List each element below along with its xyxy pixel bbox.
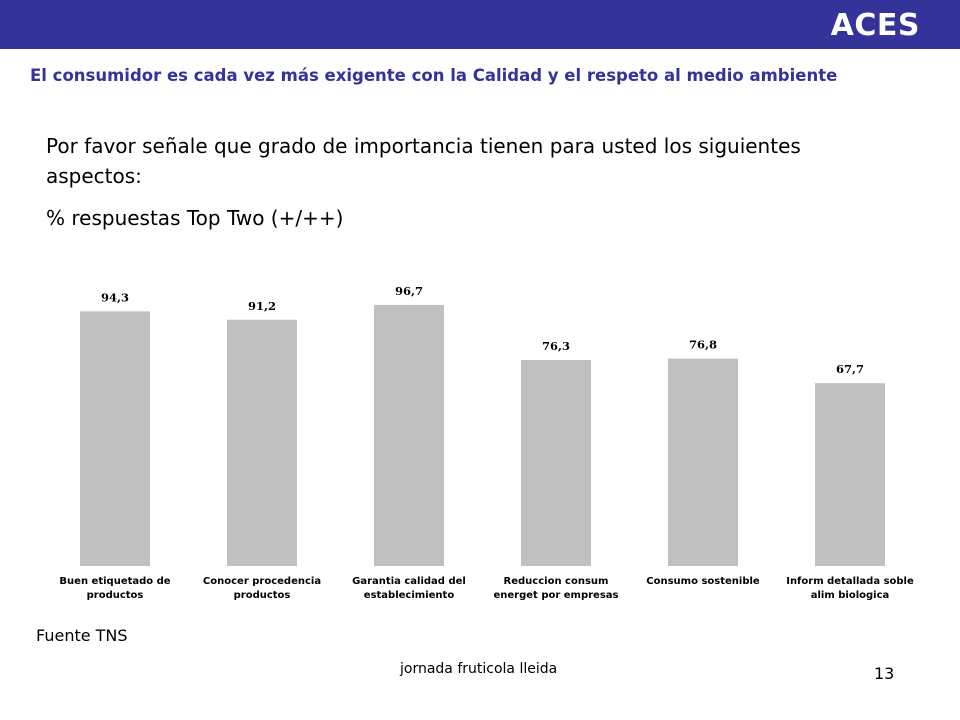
category-label-3-line-1: Garantia calidad del: [352, 576, 466, 587]
metric-label: % respuestas Top Two (+/++): [46, 206, 344, 230]
footer-text: jornada fruticola lleida: [400, 661, 558, 677]
category-label-5-line-1: Consumo sostenible: [646, 576, 760, 587]
survey-question: Por favor señale que grado de importanci…: [46, 134, 801, 188]
bar-chart: 94,3 Buen etiquetado de productos 91,2 Conoc…: [42, 284, 920, 601]
category-label-1-line-1: Buen etiquetado de: [59, 576, 170, 587]
value-label-5: 76,8: [689, 338, 717, 352]
bar-5: [668, 358, 738, 566]
category-label-6-line-1: Inform detallada soble: [786, 576, 914, 587]
category-label-4-line-2: energet por empresas: [494, 590, 619, 601]
value-label-1: 94,3: [101, 290, 129, 304]
value-label-6: 67,7: [836, 362, 864, 376]
bar-6: [815, 383, 885, 566]
bar-2: [227, 319, 297, 566]
category-label-3-line-2: establecimiento: [364, 590, 455, 601]
value-label-4: 76,3: [542, 339, 570, 353]
slide-subtitle: El consumidor es cada vez más exigente c…: [30, 66, 838, 85]
brand-title: ACES: [830, 8, 920, 43]
category-label-2-line-2: productos: [234, 590, 291, 601]
category-label-1-line-2: productos: [87, 590, 144, 601]
category-label-4-line-1: Reduccion consum: [504, 576, 609, 587]
category-label-6-line-2: alim biologica: [811, 590, 890, 601]
value-label-2: 91,2: [248, 299, 276, 313]
bar-3: [374, 304, 444, 566]
bar-1: [80, 311, 150, 566]
value-label-3: 96,7: [395, 284, 423, 298]
bar-4: [521, 359, 591, 566]
page-number: 13: [874, 664, 895, 683]
header-bar: ACES: [0, 0, 960, 49]
category-label-2-line-1: Conocer procedencia: [203, 576, 321, 587]
source-note: Fuente TNS: [36, 626, 128, 645]
